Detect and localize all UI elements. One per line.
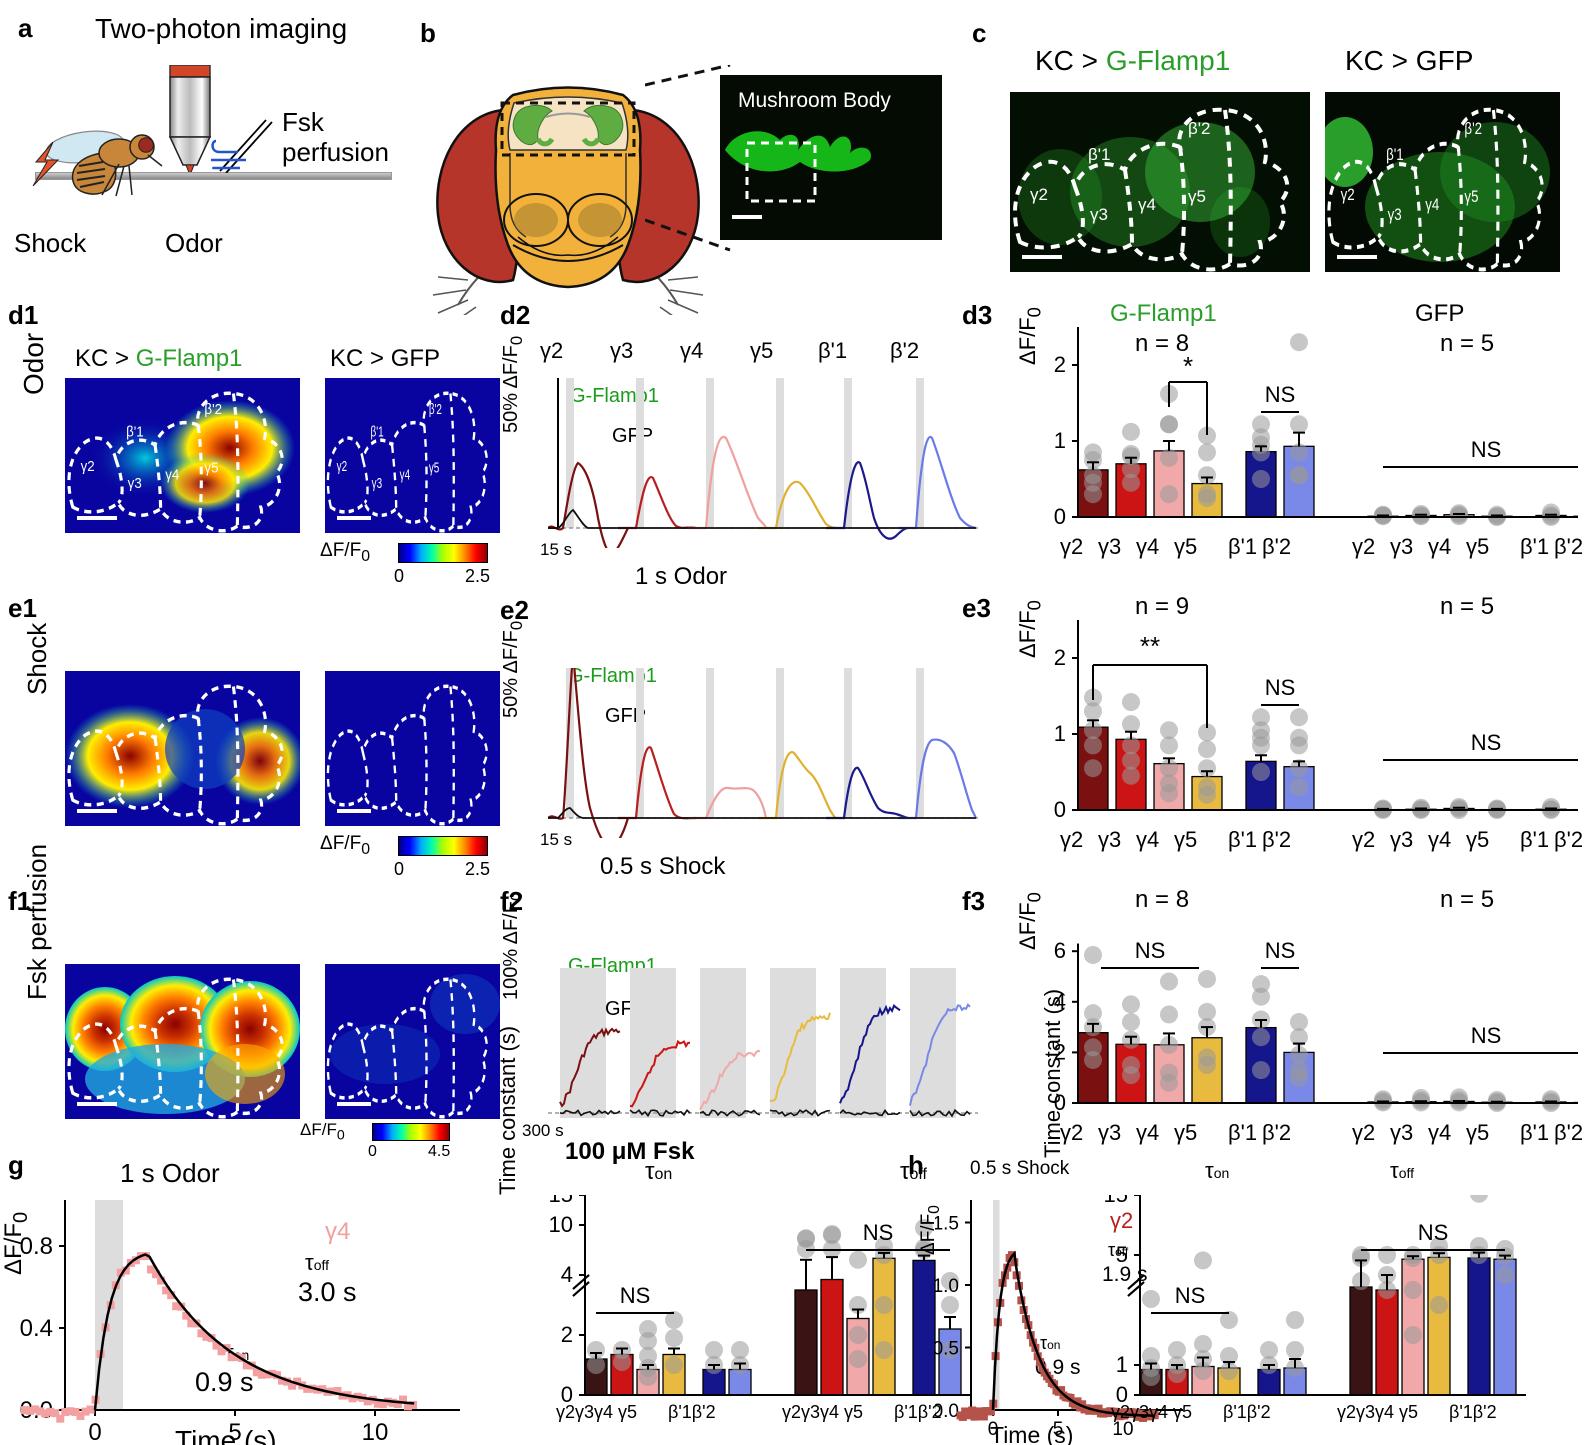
svg-text:NS: NS — [1265, 382, 1296, 407]
svg-text:NS: NS — [1135, 938, 1166, 963]
svg-text:NS: NS — [1471, 730, 1502, 755]
svg-text:2: 2 — [1054, 352, 1066, 377]
svg-text:0.8: 0.8 — [20, 1233, 53, 1260]
svg-text:10: 10 — [362, 1419, 389, 1440]
svg-text:1.0: 1.0 — [935, 1276, 959, 1297]
svg-text:NS: NS — [1471, 1023, 1502, 1048]
svg-text:1: 1 — [1054, 428, 1066, 453]
svg-text:γ3: γ3 — [610, 338, 633, 363]
svg-text:0: 0 — [1054, 797, 1066, 822]
svg-text:5: 5 — [1116, 1242, 1128, 1267]
svg-text:γ5: γ5 — [750, 338, 773, 363]
svg-text:15: 15 — [549, 1195, 573, 1207]
svg-text:10: 10 — [549, 1212, 573, 1237]
svg-text:β'1: β'1 — [818, 338, 847, 363]
svg-text:2: 2 — [1054, 645, 1066, 670]
svg-text:1: 1 — [1116, 1352, 1128, 1377]
svg-text:β'2: β'2 — [890, 338, 919, 363]
svg-text:γ4: γ4 — [680, 338, 703, 363]
svg-text:0.4: 0.4 — [20, 1315, 53, 1342]
svg-text:2: 2 — [561, 1322, 573, 1347]
svg-text:NS: NS — [1418, 1220, 1449, 1245]
svg-text:0: 0 — [1054, 504, 1066, 529]
svg-text:1: 1 — [1054, 721, 1066, 746]
svg-text:**: ** — [1140, 631, 1160, 661]
svg-text:0.0: 0.0 — [935, 1401, 959, 1422]
svg-text:0: 0 — [88, 1419, 101, 1440]
svg-text:γ2: γ2 — [540, 338, 563, 363]
svg-text:NS: NS — [620, 1283, 651, 1308]
svg-text:0.5: 0.5 — [935, 1339, 959, 1360]
svg-text:NS: NS — [1471, 437, 1502, 462]
svg-text:*: * — [1183, 351, 1193, 381]
svg-text:NS: NS — [1265, 938, 1296, 963]
svg-text:1.5: 1.5 — [935, 1214, 959, 1235]
svg-text:4: 4 — [561, 1262, 573, 1287]
svg-text:NS: NS — [1175, 1283, 1206, 1308]
svg-text:NS: NS — [1265, 675, 1296, 700]
svg-text:15: 15 — [1104, 1195, 1128, 1207]
svg-text:NS: NS — [863, 1220, 894, 1245]
